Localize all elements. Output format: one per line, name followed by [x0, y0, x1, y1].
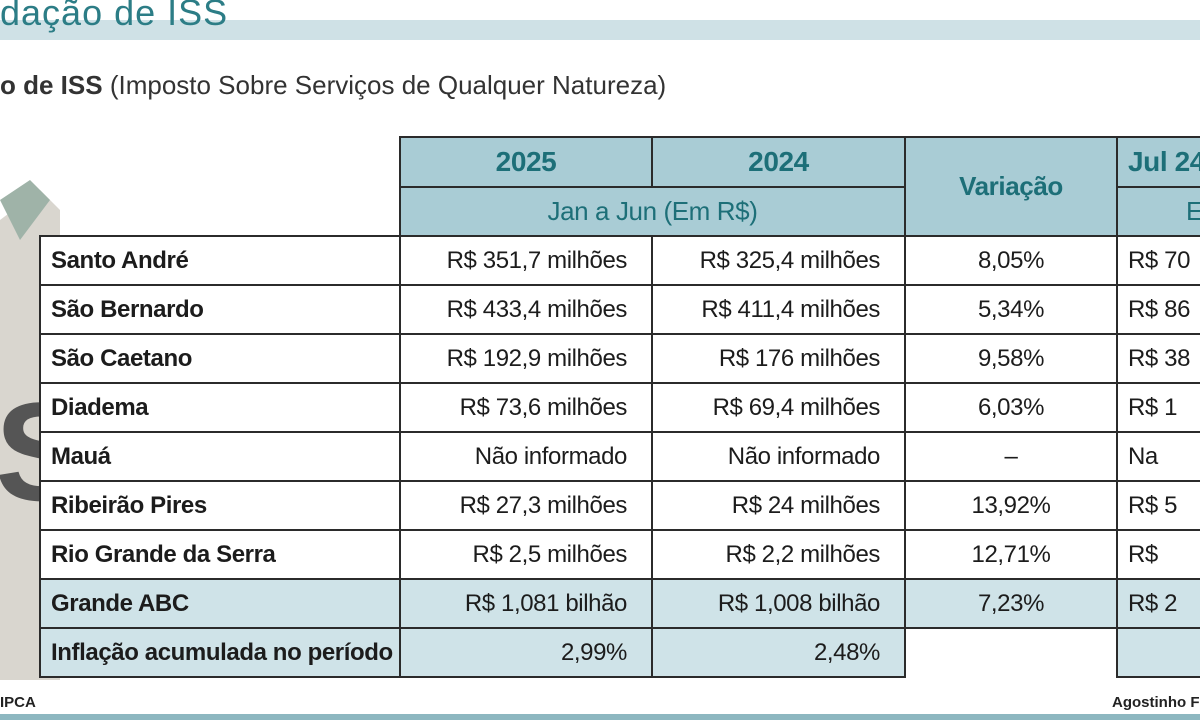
- table-cell: R$ 176 milhões: [651, 333, 906, 384]
- table-cell: R$ 351,7 milhões: [399, 235, 653, 286]
- column-header: Jul 24: [1116, 136, 1200, 188]
- row-label: Rio Grande da Serra: [39, 529, 401, 580]
- table-cell: 2,48%: [651, 627, 906, 678]
- table-cell: R$ 192,9 milhões: [399, 333, 653, 384]
- row-label: São Caetano: [39, 333, 401, 384]
- table-cell: R$ 69,4 milhões: [651, 382, 906, 433]
- table-cell: 5,34%: [904, 284, 1118, 335]
- table-cell: R$ 24 milhões: [651, 480, 906, 531]
- column-header: 2024: [651, 136, 906, 188]
- row-label: Ribeirão Pires: [39, 480, 401, 531]
- blank-gap: [906, 629, 1116, 681]
- table-cell: R$ 86: [1116, 284, 1200, 335]
- table-cell: 7,23%: [904, 578, 1118, 629]
- table-cell: R$ 433,4 milhões: [399, 284, 653, 335]
- table-cell: 2,99%: [399, 627, 653, 678]
- credit: Agostinho Fr: [1112, 694, 1200, 711]
- table-cell: R$ 325,4 milhões: [651, 235, 906, 286]
- subtitle-text: (Imposto Sobre Serviços de Qualquer Natu…: [109, 70, 667, 100]
- subtitle: o de ISS (Imposto Sobre Serviços de Qual…: [0, 70, 666, 101]
- table-cell: R$ 1,081 bilhão: [399, 578, 653, 629]
- table-cell: R$ 2,2 milhões: [651, 529, 906, 580]
- table-cell: 13,92%: [904, 480, 1118, 531]
- column-header: Variação: [904, 136, 1118, 237]
- title: dação de ISS: [0, 0, 229, 33]
- row-label: Mauá: [39, 431, 401, 482]
- table-cell: Não informado: [399, 431, 653, 482]
- table-cell: Não informado: [651, 431, 906, 482]
- period-header: E: [1116, 186, 1200, 237]
- table-cell: –: [904, 431, 1118, 482]
- table-cell: 8,05%: [904, 235, 1118, 286]
- row-label: Inflação acumulada no período: [39, 627, 401, 678]
- table-cell: Na: [1116, 431, 1200, 482]
- table-cell: R$ 27,3 milhões: [399, 480, 653, 531]
- table-cell: 6,03%: [904, 382, 1118, 433]
- table-cell: R$ 73,6 milhões: [399, 382, 653, 433]
- subtitle-bold: o de ISS: [0, 70, 103, 100]
- bottom-band: [0, 714, 1200, 720]
- table-cell: R$ 1,008 bilhão: [651, 578, 906, 629]
- table-cell: R$ 1: [1116, 382, 1200, 433]
- row-label: São Bernardo: [39, 284, 401, 335]
- table-cell: R$ 2,5 milhões: [399, 529, 653, 580]
- table-cell: 9,58%: [904, 333, 1118, 384]
- row-label: Grande ABC: [39, 578, 401, 629]
- row-label: Diadema: [39, 382, 401, 433]
- period-header: Jan a Jun (Em R$): [399, 186, 906, 237]
- table-cell: R$ 411,4 milhões: [651, 284, 906, 335]
- column-header: 2025: [399, 136, 653, 188]
- table-cell: [1116, 627, 1200, 678]
- table-cell: R$: [1116, 529, 1200, 580]
- table-cell: 12,71%: [904, 529, 1118, 580]
- source: IPCA: [0, 694, 36, 711]
- table-cell: R$ 70: [1116, 235, 1200, 286]
- table-cell: R$ 2: [1116, 578, 1200, 629]
- row-label: Santo André: [39, 235, 401, 286]
- table-cell: R$ 38: [1116, 333, 1200, 384]
- table-cell: R$ 5: [1116, 480, 1200, 531]
- title-band: [0, 20, 1200, 40]
